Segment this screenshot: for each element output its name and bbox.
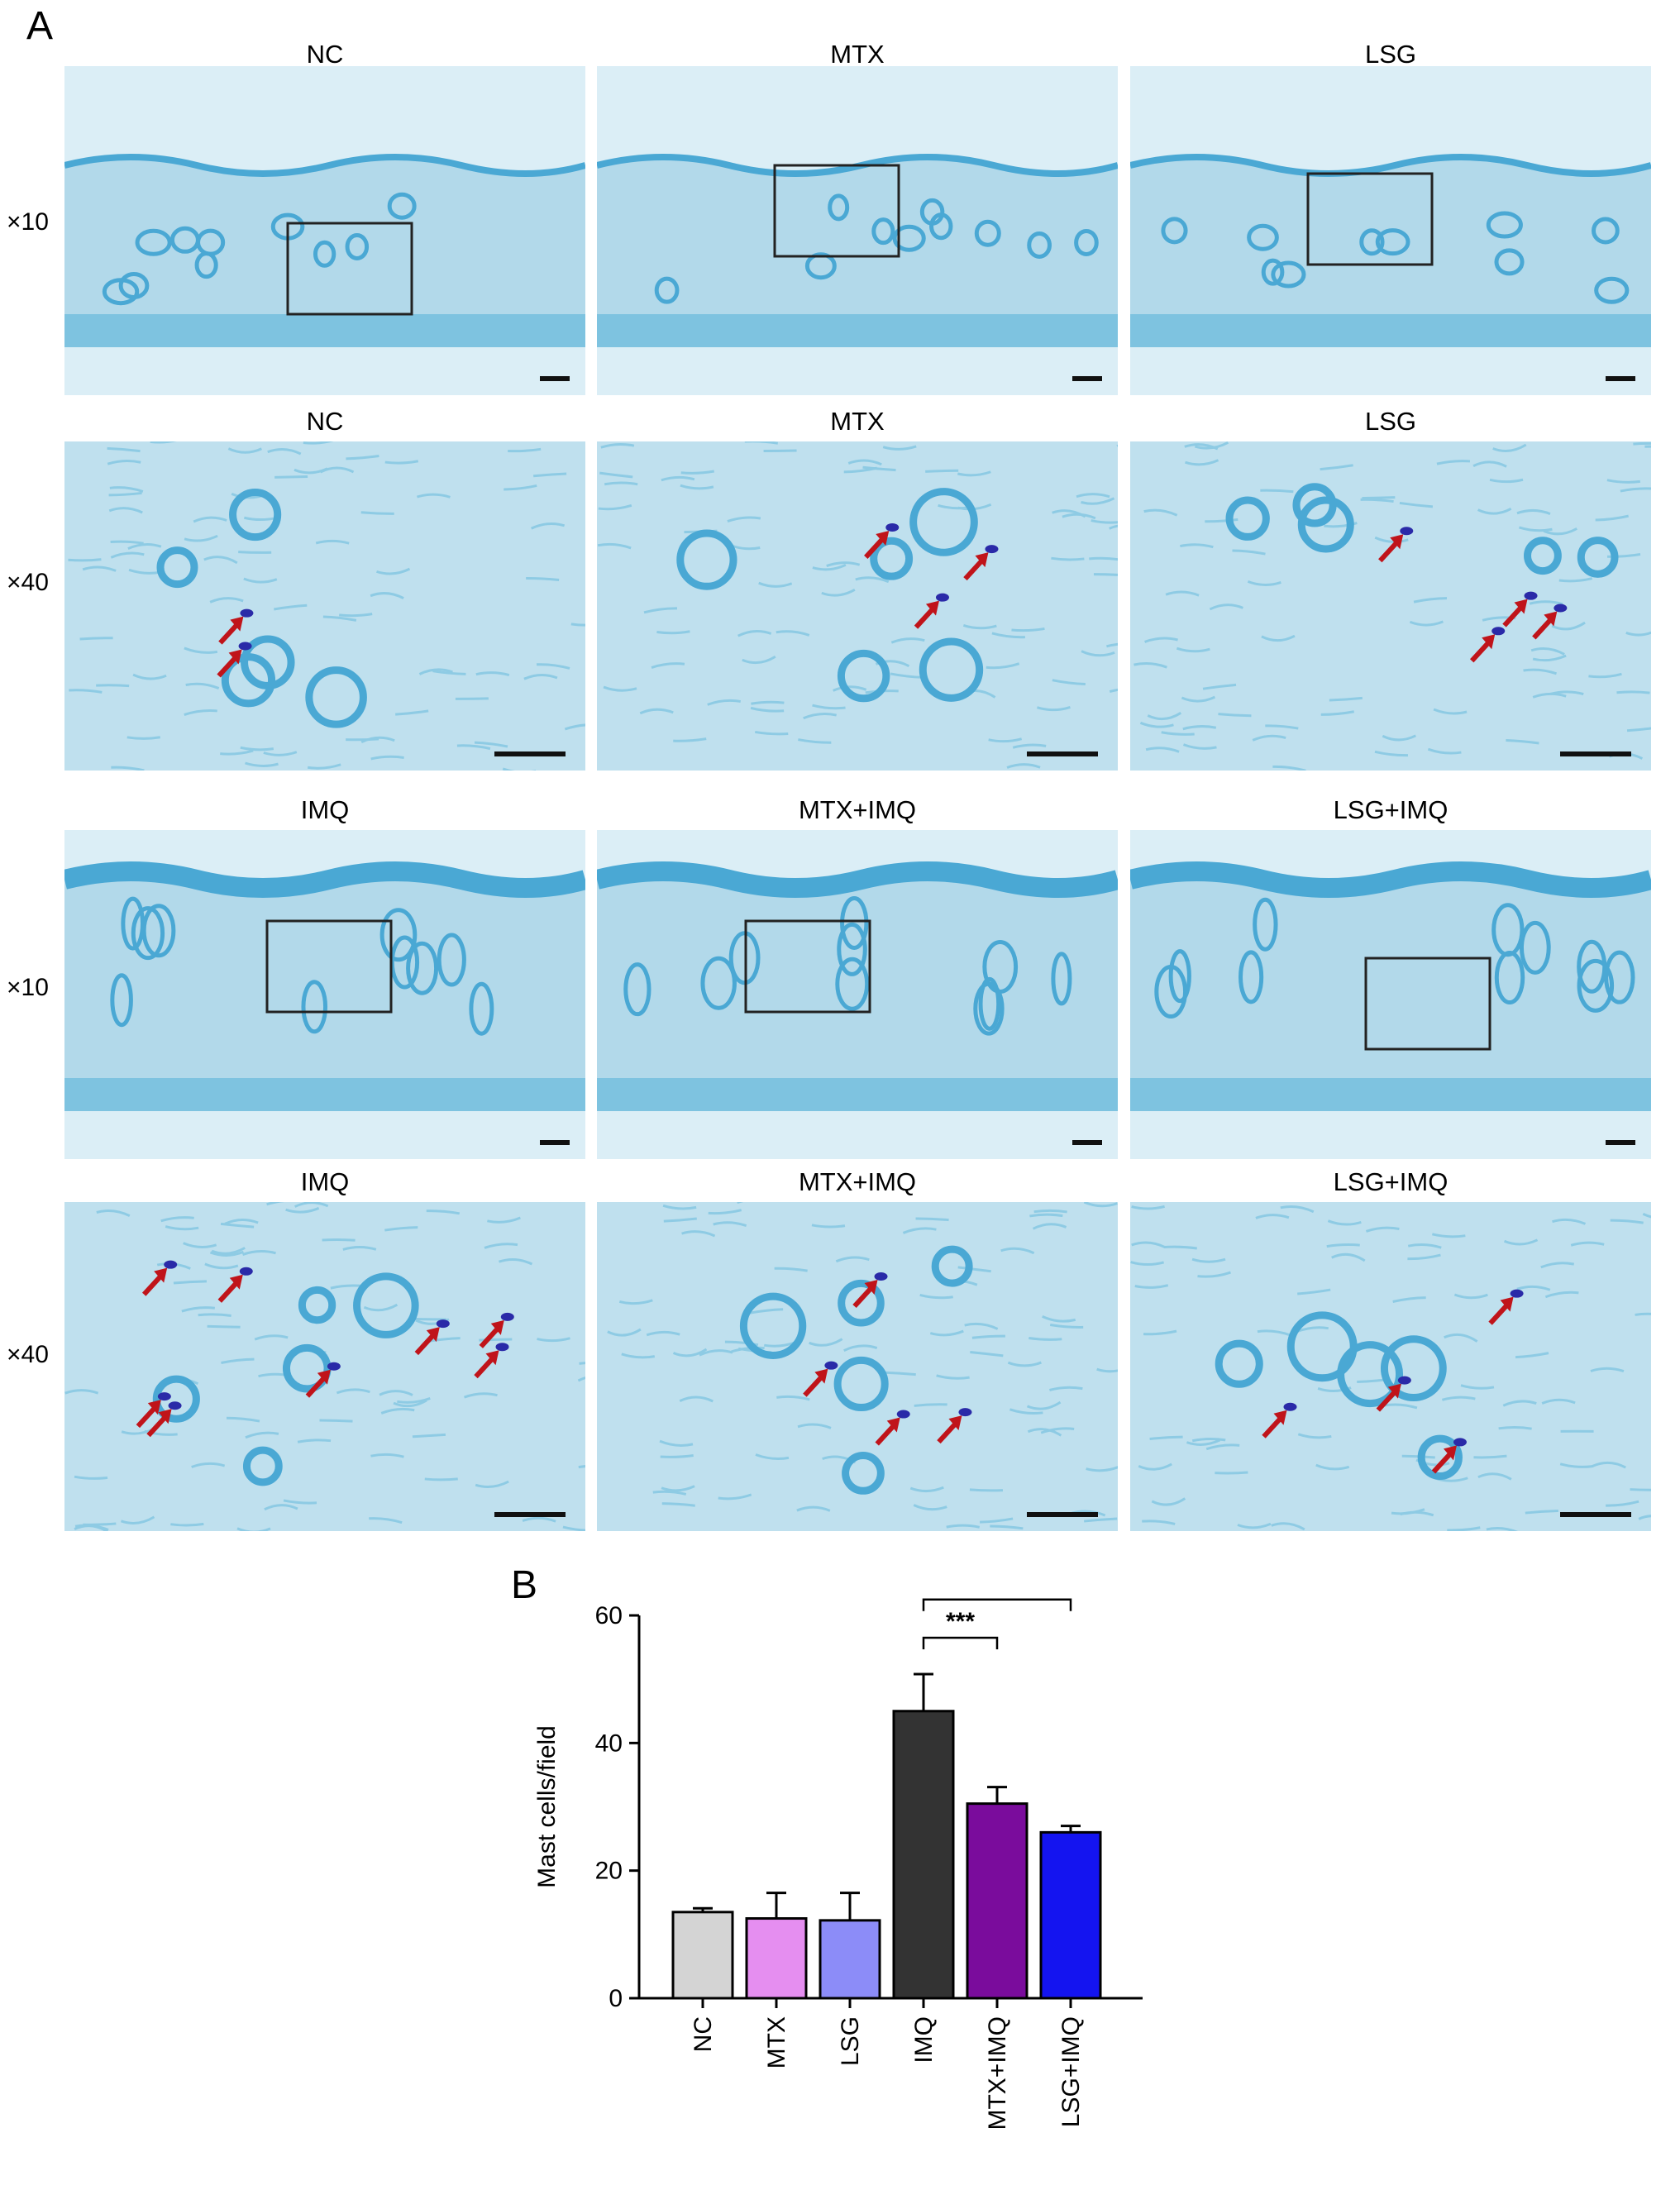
micrograph-image — [64, 1202, 585, 1531]
micrograph-image — [597, 66, 1118, 395]
micrograph-image — [1130, 830, 1651, 1159]
panel-b-label: B — [511, 1563, 538, 1607]
column-title: MTX+IMQ — [798, 1167, 917, 1196]
micrograph-panel — [64, 1202, 585, 1531]
significance-label: *** — [946, 1608, 975, 1635]
significance-label: *** — [982, 1596, 1011, 1597]
bar-chart: 0 20 40 60 Mast cells/field NC MTX LSG IMQ MTX+IM… — [513, 1570, 1174, 2186]
micrograph-image — [64, 830, 585, 1159]
column-title: MTX — [830, 40, 885, 69]
bar — [671, 1911, 734, 2000]
micrograph-image — [597, 441, 1118, 771]
micrograph-panel — [1130, 66, 1651, 395]
x-tick-label: MTX+IMQ — [984, 2016, 1011, 2130]
panel-a-label: A — [26, 4, 54, 48]
magnification-label: ×10 — [7, 974, 49, 1001]
micrograph-panel — [597, 441, 1118, 771]
x-tick-label: NC — [690, 2016, 717, 2052]
y-tick-label: 20 — [595, 1858, 623, 1885]
micrograph-image — [1130, 441, 1651, 771]
bar — [745, 1917, 808, 2000]
y-tick-label: 40 — [595, 1730, 623, 1757]
micrograph-panel — [64, 66, 585, 395]
micrograph-image — [597, 1202, 1118, 1531]
column-title: LSG+IMQ — [1333, 795, 1449, 824]
x-tick-label: IMQ — [910, 2016, 938, 2064]
y-tick-label: 60 — [595, 1602, 623, 1629]
bar — [966, 1802, 1029, 2000]
x-tick-label: MTX — [763, 2016, 790, 2068]
micrograph-panel — [64, 830, 585, 1159]
magnification-label: ×40 — [7, 1341, 49, 1368]
significance-bracket — [922, 1636, 999, 1650]
x-tick-label: LSG+IMQ — [1057, 2016, 1085, 2127]
micrograph-panel — [64, 441, 585, 771]
micrograph-panel — [1130, 441, 1651, 771]
column-title: IMQ — [300, 795, 350, 824]
micrograph-image — [64, 66, 585, 395]
micrograph-image — [64, 441, 585, 771]
magnification-label: ×40 — [7, 569, 49, 596]
column-title: LSG+IMQ — [1333, 1167, 1449, 1196]
column-title: MTX — [830, 407, 885, 436]
micrograph-panel — [1130, 1202, 1651, 1531]
bar — [819, 1919, 881, 2000]
column-title: NC — [306, 407, 344, 436]
column-title: LSG — [1364, 407, 1417, 436]
y-axis-label: Mast cells/field — [533, 1725, 561, 1888]
micrograph-image — [1130, 1202, 1651, 1531]
micrograph-panel — [597, 66, 1118, 395]
bar — [1039, 1830, 1102, 2000]
column-title: MTX+IMQ — [798, 795, 917, 824]
micrograph-panel — [1130, 830, 1651, 1159]
column-title: LSG — [1364, 40, 1417, 69]
micrograph-image — [597, 830, 1118, 1159]
bar — [892, 1710, 955, 2000]
column-title: IMQ — [300, 1167, 350, 1196]
micrograph-panel — [597, 830, 1118, 1159]
significance-bracket — [922, 1598, 1072, 1611]
column-title: NC — [306, 40, 344, 69]
micrograph-image — [1130, 66, 1651, 395]
micrograph-panel — [597, 1202, 1118, 1531]
magnification-label: ×10 — [7, 208, 49, 236]
x-tick-label: LSG — [837, 2016, 864, 2066]
bar-chart-svg: 0 20 40 60 Mast cells/field NC MTX LSG IMQ MTX+IM… — [533, 1570, 1143, 2130]
y-tick-label: 0 — [609, 1985, 623, 2012]
